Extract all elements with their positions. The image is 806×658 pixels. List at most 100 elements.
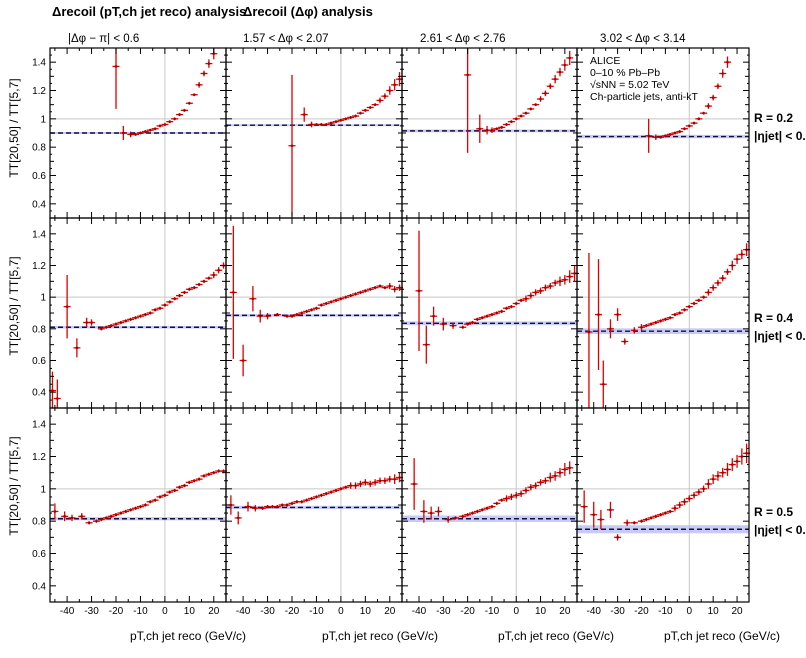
marker	[563, 278, 567, 282]
panel-r1-c3	[401, 47, 578, 219]
x-axis-label-1: pT,ch jet reco (GeV/c)	[130, 629, 246, 643]
y-axis-label-row-3: TT[20,50] / TT[5,7]	[7, 436, 21, 535]
marker	[320, 123, 323, 126]
panel-frame	[401, 47, 578, 219]
y-axis-label-row-2: TT[20,50] / TT[5,7]	[7, 256, 21, 355]
marker	[315, 495, 318, 499]
marker	[134, 316, 137, 320]
data-point	[561, 462, 569, 476]
data-point	[347, 116, 355, 119]
marker	[659, 513, 662, 516]
marker	[329, 300, 333, 304]
marker	[197, 283, 201, 286]
marker	[236, 516, 240, 520]
marker	[207, 276, 211, 280]
marker	[553, 77, 557, 81]
data-point	[459, 325, 467, 329]
marker	[254, 506, 257, 510]
data-point	[361, 289, 369, 293]
data-point	[200, 474, 208, 478]
data-point	[342, 485, 350, 489]
marker	[539, 97, 542, 101]
marker	[329, 121, 333, 125]
marker	[711, 286, 715, 289]
marker	[63, 515, 66, 518]
marker	[461, 325, 465, 329]
data-point	[381, 286, 389, 290]
data-point	[488, 127, 496, 133]
data-point	[337, 118, 345, 122]
marker	[109, 515, 113, 518]
x-tick-label: 0	[686, 606, 692, 617]
marker	[207, 472, 211, 476]
data-point	[614, 308, 622, 321]
marker	[114, 513, 118, 516]
marker	[702, 295, 705, 299]
data-point	[657, 319, 665, 323]
marker	[500, 310, 503, 313]
data-point	[546, 472, 554, 483]
data-point	[661, 134, 669, 138]
data-point	[468, 320, 476, 325]
marker	[354, 292, 357, 296]
data-point	[532, 289, 540, 296]
marker	[687, 124, 691, 128]
marker	[548, 476, 552, 479]
marker	[178, 485, 181, 489]
marker	[654, 515, 658, 518]
data-point	[728, 458, 736, 472]
marker	[168, 490, 172, 494]
x-tick-label: 20	[559, 606, 571, 617]
marker	[505, 123, 508, 126]
marker	[740, 455, 744, 458]
marker	[158, 124, 162, 128]
marker	[721, 471, 725, 474]
marker	[417, 289, 421, 293]
marker	[558, 471, 562, 474]
marker	[168, 120, 172, 123]
marker	[300, 311, 304, 315]
marker	[529, 107, 533, 111]
data-point	[132, 133, 140, 136]
data-point	[532, 482, 540, 489]
marker	[359, 291, 362, 294]
marker	[544, 286, 547, 289]
y-tick-label: 1.4	[32, 420, 46, 431]
data-point	[136, 131, 144, 135]
data-point	[493, 127, 501, 131]
marker	[153, 498, 157, 502]
marker	[75, 346, 79, 350]
data-point	[68, 514, 76, 522]
panel-frame	[401, 407, 578, 603]
marker	[745, 451, 748, 455]
marker	[266, 505, 269, 508]
data-point	[709, 474, 717, 484]
marker	[90, 321, 93, 324]
marker	[711, 96, 715, 99]
data-point	[645, 118, 653, 153]
data-point	[551, 471, 559, 481]
x-tick-label: 10	[535, 606, 547, 617]
marker	[609, 327, 612, 331]
data-point	[595, 259, 602, 370]
marker	[373, 103, 377, 106]
marker	[232, 291, 235, 294]
y-tick-label: 1.4	[32, 229, 46, 240]
marker	[364, 109, 367, 112]
data-point	[146, 128, 154, 132]
data-point	[244, 501, 252, 512]
data-point	[580, 490, 588, 523]
data-point	[522, 111, 530, 115]
marker	[290, 502, 294, 505]
data-point	[434, 506, 442, 517]
marker	[524, 111, 528, 115]
data-point	[498, 125, 506, 129]
marker	[398, 476, 401, 479]
x-tick-label: -30	[610, 606, 625, 617]
marker	[644, 518, 648, 521]
marker	[568, 275, 572, 278]
data-point	[210, 271, 218, 279]
marker	[553, 281, 557, 285]
marker	[490, 128, 494, 132]
marker	[124, 510, 128, 513]
